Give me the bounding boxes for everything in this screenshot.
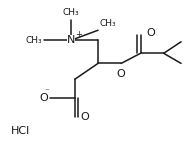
- Text: ⁻: ⁻: [45, 88, 50, 97]
- Text: O: O: [146, 28, 155, 38]
- Text: HCl: HCl: [11, 126, 30, 136]
- Text: N: N: [67, 35, 75, 45]
- Text: CH₃: CH₃: [100, 19, 117, 28]
- Text: O: O: [81, 112, 89, 122]
- Text: O: O: [117, 69, 126, 79]
- Text: CH₃: CH₃: [25, 36, 42, 45]
- Text: +: +: [75, 30, 82, 39]
- Text: CH₃: CH₃: [63, 8, 79, 17]
- Text: O: O: [39, 93, 48, 103]
